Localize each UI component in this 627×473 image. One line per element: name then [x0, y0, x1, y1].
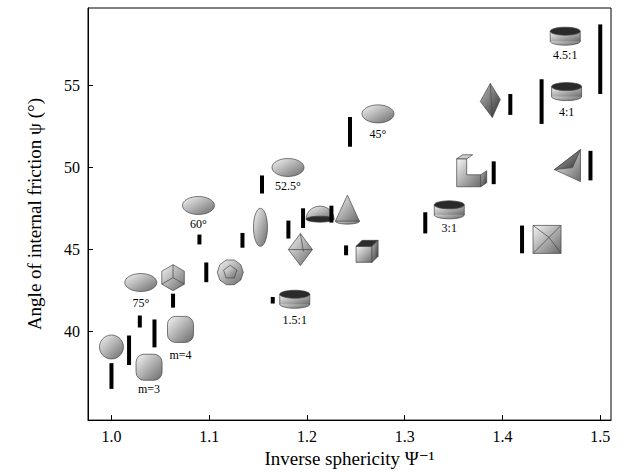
svg-text:1.0: 1.0	[101, 428, 121, 445]
svg-text:1.4: 1.4	[492, 428, 512, 445]
svg-text:m=3: m=3	[138, 382, 160, 396]
svg-text:55: 55	[64, 77, 80, 94]
svg-text:Angle of internal friction ψ (: Angle of internal friction ψ (°)	[24, 98, 46, 330]
svg-text:60°: 60°	[190, 217, 207, 231]
svg-text:40: 40	[64, 323, 80, 340]
svg-text:50: 50	[64, 159, 80, 176]
svg-text:4:1: 4:1	[559, 105, 574, 119]
svg-text:45°: 45°	[370, 127, 387, 141]
svg-text:1.5:1: 1.5:1	[283, 313, 307, 327]
svg-text:Inverse sphericity Ψ⁻¹: Inverse sphericity Ψ⁻¹	[264, 448, 434, 469]
svg-text:45: 45	[64, 241, 80, 258]
svg-text:52.5°: 52.5°	[275, 179, 301, 193]
svg-text:3:1: 3:1	[442, 221, 457, 235]
svg-text:1.1: 1.1	[199, 428, 219, 445]
svg-text:1.5: 1.5	[590, 428, 610, 445]
svg-text:1.2: 1.2	[297, 428, 317, 445]
svg-text:m=4: m=4	[169, 348, 191, 362]
svg-text:75°: 75°	[132, 296, 149, 310]
svg-text:4.5:1: 4.5:1	[553, 48, 577, 62]
svg-text:1.3: 1.3	[395, 428, 415, 445]
